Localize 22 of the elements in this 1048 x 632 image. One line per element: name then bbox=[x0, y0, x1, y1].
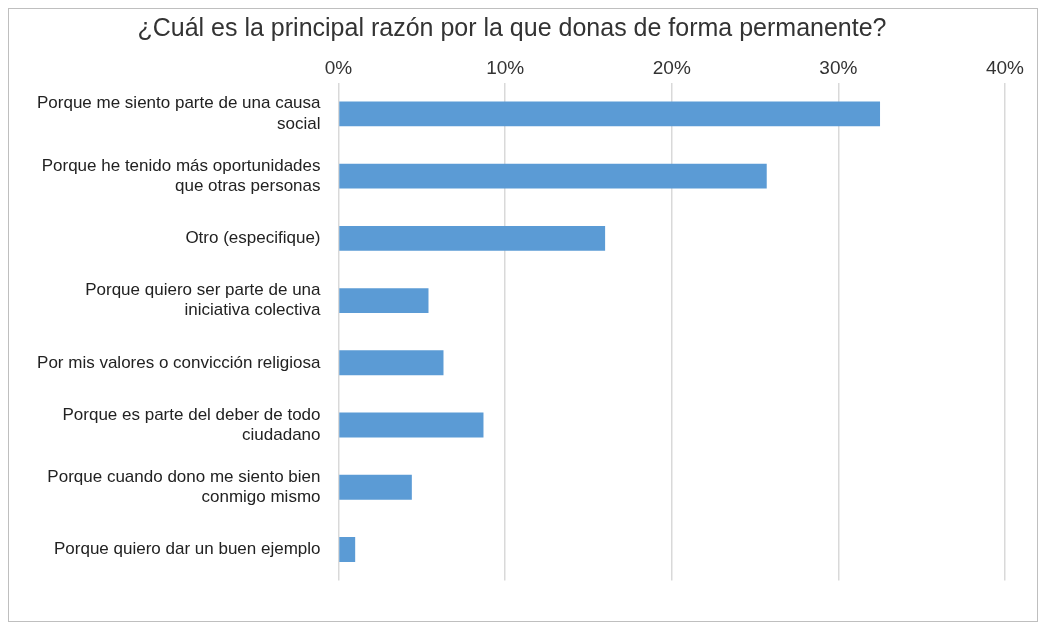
x-tick-label: 20% bbox=[652, 56, 691, 78]
bar bbox=[339, 225, 606, 251]
bar bbox=[339, 474, 412, 500]
y-tick-label: Porque cuando dono me siento bien conmigo mismo bbox=[47, 466, 321, 507]
x-tick-label: 10% bbox=[486, 56, 525, 78]
y-tick-label: Por mis valores o convicción religiosa bbox=[37, 352, 322, 372]
bar bbox=[339, 288, 429, 314]
y-tick-label: Porque he tenido más oportunidades que otras personas bbox=[41, 155, 321, 196]
y-tick-label: Porque quiero ser parte de una iniciativa colectiva bbox=[85, 280, 322, 320]
chart-title: ¿Cuál es la principal razón por la que donas de forma permanente? bbox=[137, 12, 887, 41]
bar bbox=[339, 537, 356, 562]
bar bbox=[339, 350, 444, 376]
y-tick-label: Porque quiero dar un buen ejemplo bbox=[53, 539, 321, 559]
x-tick-label: 0% bbox=[324, 56, 353, 78]
x-tick-label: 30% bbox=[819, 56, 858, 78]
y-tick-label: Otro (especifique) bbox=[185, 228, 321, 248]
bar bbox=[339, 163, 767, 189]
x-tick-label: 40% bbox=[985, 56, 1025, 78]
y-tick-label: Porque es parte del deber de todo ciudadano bbox=[62, 404, 321, 444]
bar bbox=[339, 412, 484, 438]
y-tick-label: Porque me siento parte de una causa social bbox=[36, 93, 322, 133]
bar bbox=[339, 101, 881, 127]
